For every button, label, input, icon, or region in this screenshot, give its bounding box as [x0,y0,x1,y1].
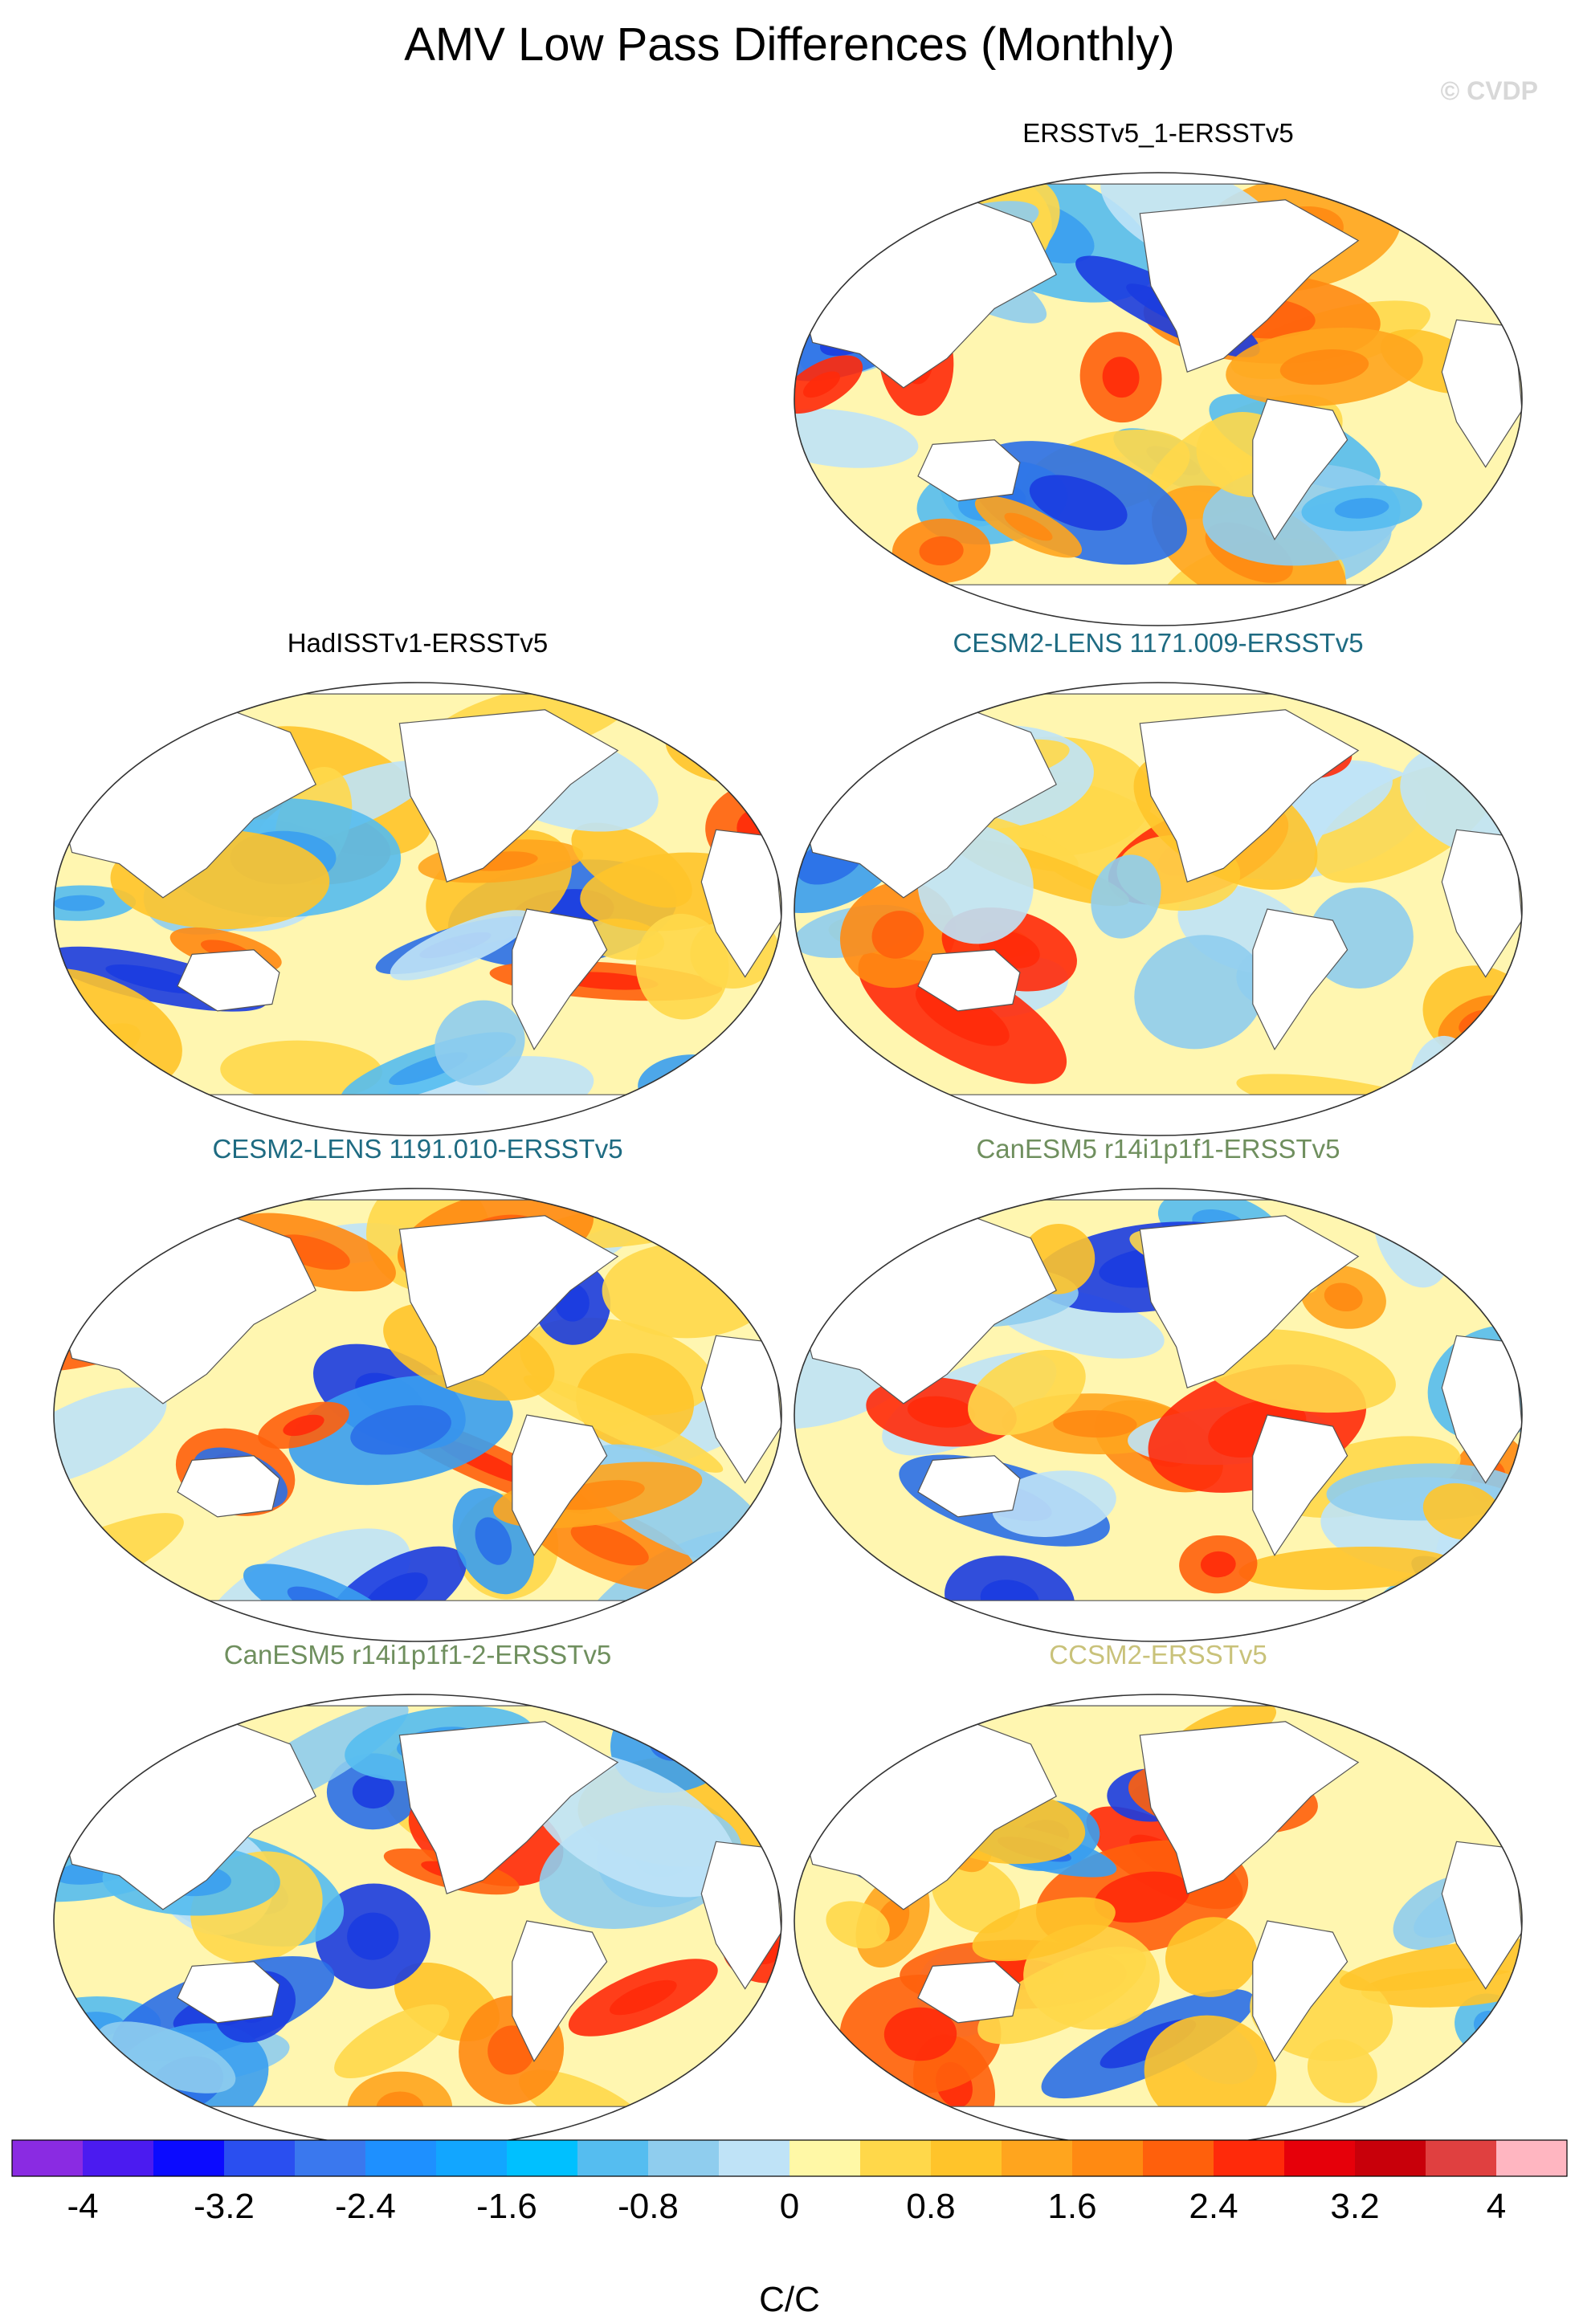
colorbar-tick-label: 2.4 [1189,2187,1238,2226]
colorbar-swatch [83,2140,154,2176]
map-border-cesm-009 [794,682,1523,1136]
map-panel-hadisst: HadISSTv1-ERSSTv5 [53,628,782,1136]
colorbar-swatch [436,2140,508,2176]
map-panel-canesm-1: CanESM5 r14i1p1f1-ERSSTv5 [794,1134,1523,1642]
colorbar-tick-label: 3.2 [1330,2187,1379,2226]
colorbar-tick-label: -4 [67,2187,98,2226]
map-border-ersst-1 [794,172,1523,626]
map-panel-ccsm2: CCSM2-ERSSTv5 [794,1640,1523,2148]
colorbar-swatch [1426,2140,1497,2176]
colorbar-tick-label: -1.6 [476,2187,537,2226]
panel-label-ccsm2: CCSM2-ERSSTv5 [1049,1640,1267,1670]
colorbar-swatch [1214,2140,1285,2176]
map-panel-cesm-010: CESM2-LENS 1191.010-ERSSTv5 [53,1134,782,1642]
map-border-canesm-1 [794,1188,1523,1642]
colorbar-swatch [1496,2140,1568,2176]
colorbar-tick-label: 4 [1487,2187,1506,2226]
colorbar-swatch [1284,2140,1356,2176]
colorbar: -4 -3.2 -2.4 -1.6 -0.8 0 0.8 1.6 2.4 3.2 4 C/C [11,2139,1568,2319]
colorbar-swatch [153,2140,225,2176]
colorbar-swatch [1355,2140,1426,2176]
colorbar-swatch [1143,2140,1214,2176]
panel-label-cesm-010: CESM2-LENS 1191.010-ERSSTv5 [212,1134,622,1164]
colorbar-swatch [1002,2140,1073,2176]
colorbar-swatch [577,2140,649,2176]
panel-label-hadisst: HadISSTv1-ERSSTv5 [288,628,549,658]
map-panels: ERSSTv5_1-ERSSTv5 HadISSTv1-ERSSTv5 CESM2-… [53,118,1523,2148]
map-panel-cesm-009: CESM2-LENS 1171.009-ERSSTv5 [794,628,1523,1136]
colorbar-tick-label: -2.4 [335,2187,396,2226]
colorbar-swatch [1072,2140,1144,2176]
colorbar-tick-label: 0 [780,2187,799,2226]
colorbar-swatch [365,2140,437,2176]
map-panel-ersst-1: ERSSTv5_1-ERSSTv5 [794,118,1523,626]
colorbar-tick-label: -3.2 [194,2187,255,2226]
colorbar-swatch [224,2140,296,2176]
panel-label-canesm-1: CanESM5 r14i1p1f1-ERSSTv5 [976,1134,1340,1164]
colorbar-tick-label: 1.6 [1047,2187,1096,2226]
colorbar-swatch [860,2140,932,2176]
map-border-cesm-010 [53,1188,782,1642]
colorbar-unit-label: C/C [759,2280,820,2319]
figure-title: AMV Low Pass Differences (Monthly) [404,18,1175,71]
colorbar-swatch [507,2140,578,2176]
panel-label-canesm-2: CanESM5 r14i1p1f1-2-ERSSTv5 [224,1640,611,1670]
watermark: © CVDP [1441,76,1538,105]
colorbar-swatch [295,2140,366,2176]
colorbar-swatch [931,2140,1002,2176]
map-panel-canesm-2: CanESM5 r14i1p1f1-2-ERSSTv5 [53,1640,782,2148]
map-border-hadisst [53,682,782,1136]
colorbar-tick-label: 0.8 [906,2187,955,2226]
panel-label-cesm-009: CESM2-LENS 1171.009-ERSSTv5 [953,628,1363,658]
colorbar-swatch [719,2140,790,2176]
colorbar-swatch [648,2140,720,2176]
panel-label-ersst-1: ERSSTv5_1-ERSSTv5 [1022,118,1293,148]
colorbar-swatch [790,2140,861,2176]
colorbar-tick-label: -0.8 [618,2187,679,2226]
colorbar-swatch [12,2140,84,2176]
